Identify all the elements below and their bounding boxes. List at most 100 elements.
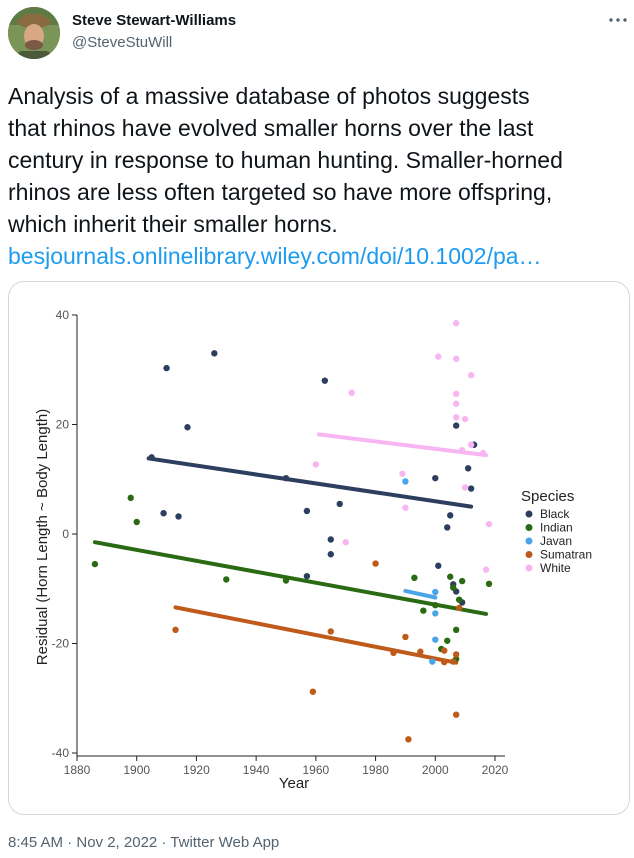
x-axis-label: Year xyxy=(279,775,309,792)
tweet-text-line: century in response to human hunting. Sm… xyxy=(8,147,563,173)
data-point-black xyxy=(327,551,334,558)
data-point-white xyxy=(482,566,490,573)
data-point-black xyxy=(336,500,343,508)
y-tick-label: 0 xyxy=(62,527,69,541)
tweet-link[interactable]: besjournals.onlinelibrary.wiley.com/doi/… xyxy=(8,243,542,269)
data-point-black xyxy=(160,509,167,517)
data-point-javan xyxy=(432,610,439,617)
data-point-black xyxy=(467,485,475,492)
x-tick-label: 1980 xyxy=(362,763,389,777)
data-point-sumatran xyxy=(417,648,424,655)
profile-photo xyxy=(8,7,60,59)
legend-label-sumatran: Sumatran xyxy=(540,548,592,562)
y-tick-label: 40 xyxy=(56,308,70,322)
data-point-indian xyxy=(411,574,418,581)
legend-label-javan: Javan xyxy=(540,534,572,548)
data-point-white xyxy=(452,400,460,407)
x-tick-label: 1960 xyxy=(303,763,330,777)
trend-line-javan xyxy=(403,588,438,600)
data-point-javan xyxy=(432,588,439,596)
data-point-sumatran xyxy=(309,688,317,695)
x-tick-label: 2000 xyxy=(422,763,449,777)
data-point-white xyxy=(399,470,406,477)
trend-line-black xyxy=(146,456,474,509)
tweet-media-chart[interactable]: 1880 1900 1920 1940 1960 1980 2000 2020 40 20 0 -20… xyxy=(8,281,630,815)
data-point-black xyxy=(452,422,460,429)
data-point-indian xyxy=(223,576,230,583)
data-point-javan xyxy=(429,658,436,665)
x-tick-label: 1920 xyxy=(183,763,210,777)
data-point-sumatran xyxy=(452,651,460,658)
data-point-black xyxy=(184,424,191,431)
data-point-white xyxy=(452,390,460,398)
data-point-white xyxy=(461,484,469,491)
data-point-sumatran xyxy=(450,658,457,665)
y-tick-label: -20 xyxy=(52,637,70,651)
x-tick-label: 1880 xyxy=(64,763,91,777)
data-point-sumatran xyxy=(372,560,379,567)
data-point-white xyxy=(467,372,475,379)
legend-label-indian: Indian xyxy=(540,521,573,535)
data-point-indian xyxy=(420,607,427,614)
data-point-black xyxy=(444,524,451,531)
tweet-text-line: which inherit their smaller horns. xyxy=(8,211,338,237)
data-point-white xyxy=(485,520,493,528)
trend-line-indian xyxy=(92,540,489,616)
y-axis-label: Residual (Horn Length ~ Body Length) xyxy=(34,409,51,665)
data-point-black xyxy=(282,474,290,482)
legend-swatch-indian xyxy=(525,524,533,531)
y-tick-label: -40 xyxy=(52,746,70,760)
data-point-sumatran xyxy=(172,626,179,634)
data-point-white xyxy=(452,355,460,362)
data-point-indian xyxy=(447,573,454,580)
more-horizontal-icon[interactable] xyxy=(606,8,630,32)
data-point-white xyxy=(461,415,469,423)
data-point-white xyxy=(452,414,460,421)
data-point-black xyxy=(447,512,454,519)
legend-swatch-javan xyxy=(525,537,533,545)
data-point-sumatran xyxy=(390,649,397,657)
data-point-black xyxy=(148,454,155,461)
legend-title: Species xyxy=(521,488,574,505)
tweet-text-line: rhinos are less often targeted so have m… xyxy=(8,179,553,205)
data-point-sumatran xyxy=(452,711,460,718)
avatar[interactable] xyxy=(8,7,60,59)
trend-line-sumatran xyxy=(173,605,459,665)
data-point-sumatran xyxy=(405,736,412,743)
data-point-white xyxy=(435,353,442,360)
tweet-text-line: Analysis of a massive database of photos… xyxy=(8,83,530,109)
data-point-white xyxy=(402,504,409,511)
author-handle[interactable]: @SteveStuWill xyxy=(72,34,173,51)
y-tick-label: 20 xyxy=(56,418,70,432)
data-point-black xyxy=(464,465,472,472)
x-tick-label: 2020 xyxy=(482,763,509,777)
tweet-timestamp[interactable]: 8:45 AM · Nov 2, 2022 · Twitter Web App xyxy=(8,834,280,851)
author-name[interactable]: Steve Stewart-Williams xyxy=(72,12,237,29)
data-point-sumatran xyxy=(441,658,448,666)
data-point-indian xyxy=(127,494,134,502)
legend-swatch-sumatran xyxy=(525,551,533,558)
data-point-white xyxy=(348,389,355,396)
x-tick-label: 1900 xyxy=(123,763,150,777)
data-point-indian xyxy=(432,601,439,609)
data-point-white xyxy=(342,539,349,546)
data-point-indian xyxy=(133,518,140,526)
x-tick-label: 1940 xyxy=(243,763,270,777)
data-point-black xyxy=(303,572,311,580)
data-point-indian xyxy=(450,584,457,591)
data-point-indian xyxy=(282,577,290,584)
data-point-javan xyxy=(432,636,439,643)
legend-swatch-black xyxy=(525,510,533,518)
data-point-indian xyxy=(452,626,460,634)
scatter-chart: 1880 1900 1920 1940 1960 1980 2000 2020 40 20 0 -20… xyxy=(34,308,592,792)
data-point-black xyxy=(435,562,442,569)
data-point-white xyxy=(458,447,466,454)
legend-label-white: White xyxy=(540,561,571,575)
data-point-indian xyxy=(444,637,451,644)
data-point-white xyxy=(467,441,475,448)
trend-line-white xyxy=(316,432,489,458)
data-point-black xyxy=(321,377,329,384)
data-point-black xyxy=(432,474,439,482)
data-point-sumatran xyxy=(402,633,409,641)
legend-swatch-white xyxy=(525,564,533,572)
